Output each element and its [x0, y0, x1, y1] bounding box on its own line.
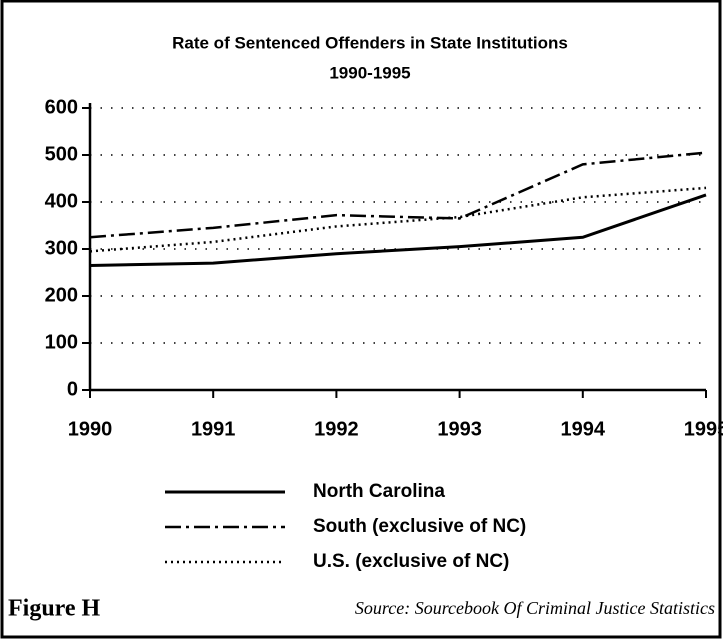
figure-label: Figure H [8, 596, 101, 622]
y-tick-label: 600 [45, 96, 78, 118]
legend-label: U.S. (exclusive of NC) [313, 551, 509, 572]
chart-title: Rate of Sentenced Offenders in State Ins… [172, 33, 568, 52]
legend-label: South (exclusive of NC) [313, 516, 526, 537]
x-tick-label: 1991 [191, 418, 236, 440]
x-tick-label: 1993 [437, 418, 482, 440]
y-tick-label: 300 [45, 237, 78, 259]
legend-label: North Carolina [313, 481, 445, 502]
y-tick-label: 0 [67, 378, 78, 400]
series-line [89, 151, 707, 239]
y-tick-label: 400 [45, 190, 78, 212]
y-tick-label: 200 [45, 284, 78, 306]
y-tick-label: 500 [45, 143, 78, 165]
x-tick-label: 1995 [684, 418, 723, 440]
x-tick-label: 1994 [561, 418, 606, 440]
x-tick-label: 1992 [314, 418, 359, 440]
source: Source: Sourcebook Of Criminal Justice S… [355, 598, 715, 618]
chart-subtitle: 1990-1995 [329, 63, 410, 82]
series-line [89, 186, 707, 253]
y-tick-label: 100 [45, 331, 78, 353]
x-tick-label: 1990 [68, 418, 113, 440]
series-line [89, 193, 707, 267]
